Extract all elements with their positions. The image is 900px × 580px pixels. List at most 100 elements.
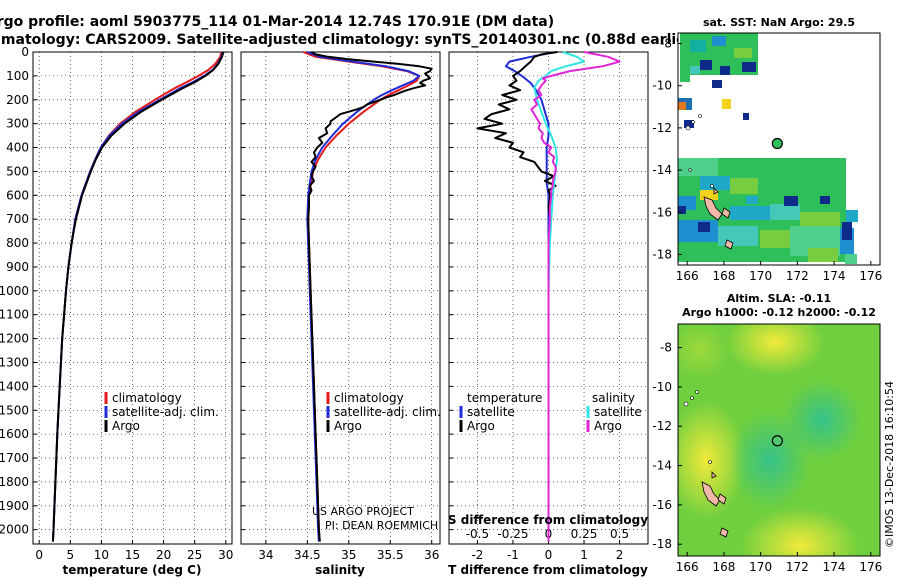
salinity-axes (240, 51, 441, 545)
sla-map (678, 324, 880, 556)
x-tick-label: 0 (545, 548, 553, 562)
depth-tick-label: 2000 (0, 523, 29, 537)
map-lat-tick-label: -16 (652, 498, 672, 512)
temperature-legend: climatology satellite-adj. clim. Argo (104, 391, 219, 433)
series-line-climatology (302, 51, 421, 542)
map-lat-tick-label: -18 (652, 247, 672, 261)
map-lon-tick-label: 170 (749, 269, 772, 283)
depth-tick-label: 1400 (0, 379, 29, 393)
map-lon-tick-label: 174 (823, 269, 846, 283)
sla-map-title-line1: Altim. SLA: -0.11 (727, 292, 831, 305)
depth-tick-label: 500 (6, 164, 29, 178)
salinity-legend: climatology satellite-adj. clim. Argo US… (312, 391, 441, 532)
sla-high-north (725, 324, 825, 376)
x-tick-label: 30 (218, 548, 233, 562)
series-line-argo (307, 51, 433, 542)
sla-argo-position-marker (771, 435, 783, 447)
map-lat-tick-label: -8 (660, 341, 672, 355)
sst-map-title: sat. SST: NaN Argo: 29.5 (703, 16, 855, 29)
series-line-climatology (51, 51, 223, 542)
secondary-x-tick-label: -0.25 (497, 527, 528, 541)
x-tick-label: 15 (125, 548, 140, 562)
x-tick-label: 2 (616, 548, 624, 562)
sla-low-east (782, 380, 862, 460)
sst-islands (685, 114, 734, 250)
legend-label-climatology: climatology (112, 391, 182, 405)
legend-label-argo: Argo (112, 419, 140, 433)
legend-label-s-satellite: satellite (594, 405, 642, 419)
x-tick-label: 35 (341, 548, 356, 562)
x-tick-label: 34 (258, 548, 273, 562)
depth-tick-label: 1000 (0, 284, 29, 298)
legend-label-satellite: satellite-adj. clim. (334, 405, 441, 419)
map-lon-tick-label: 168 (712, 269, 735, 283)
x-tick-label: -1 (507, 548, 519, 562)
x-tick-label: 1 (580, 548, 588, 562)
legend-label-t-argo: Argo (467, 419, 495, 433)
depth-tick-label: 1600 (0, 427, 29, 441)
x-tick-label: 10 (94, 548, 109, 562)
depth-tick-label: 1200 (0, 332, 29, 346)
sla-map-title-line2: Argo h1000: -0.12 h2000: -0.12 (682, 306, 876, 319)
series-line-argo (51, 51, 225, 542)
sst-field-south (678, 158, 858, 264)
map-lat-tick-label: -10 (652, 79, 672, 93)
sla-map-frame (677, 323, 881, 557)
sst-argo-position-marker (771, 137, 783, 150)
depth-tick-label: 1100 (0, 308, 29, 322)
secondary-x-tick-label: 0.25 (571, 527, 598, 541)
sla-high-south (740, 507, 860, 556)
map-lon-tick-label: 166 (676, 560, 699, 574)
x-tick-label: 5 (66, 548, 74, 562)
difference-xlabel: T difference from climatology (448, 563, 648, 577)
map-lat-tick-label: -16 (652, 205, 672, 219)
depth-tick-label: 800 (6, 236, 29, 250)
legend-label-argo: Argo (334, 419, 362, 433)
series-line-t-argo (476, 51, 558, 542)
map-lon-tick-label: 170 (749, 560, 772, 574)
map-lat-tick-label: -12 (652, 419, 672, 433)
map-lon-tick-label: 176 (859, 269, 882, 283)
x-tick-labels: 0 5 10 15 20 25 30 34 34.5 35 35.5 36 -2 -1 0 1 2 -0.5 -0.… (35, 527, 629, 562)
depth-tick-label: 300 (6, 117, 29, 131)
series-line-satellite-adj-clim- (51, 51, 224, 542)
difference-legend: temperature salinity satellite Argo sate… (459, 391, 642, 433)
depth-tick-label: 100 (6, 69, 29, 83)
project-annotation-line1: US ARGO PROJECT (312, 505, 414, 518)
map-lon-tick-label: 176 (859, 560, 882, 574)
map-lon-tick-label: 172 (786, 560, 809, 574)
grid-layer (33, 51, 648, 544)
series-line-s-argo (530, 51, 621, 542)
difference-secondary-xlabel: S difference from climatology (448, 513, 648, 527)
legend-label-s-argo: Argo (594, 419, 622, 433)
imos-watermark: ©IMOS 13-Dec-2018 16:10:54 (883, 381, 896, 548)
depth-tick-labels: 0 100 200 300 400 500 600 700 800 900 1000 1100 1200… (0, 45, 29, 537)
depth-tick-label: 200 (6, 93, 29, 107)
legend-label-climatology: climatology (334, 391, 404, 405)
map-lat-tick-label: -10 (652, 380, 672, 394)
x-tick-label: 20 (156, 548, 171, 562)
depth-tick-label: 700 (6, 212, 29, 226)
sla-map-tick-labels: 166 168 170 172 174 176 -8 -10 -12 -14 -16 -18 (652, 341, 882, 574)
temperature-axes (32, 51, 233, 545)
depth-tick-label: 1300 (0, 355, 29, 369)
x-tick-label: 0 (35, 548, 43, 562)
profile-lines (51, 51, 621, 542)
map-lat-tick-label: -18 (652, 537, 672, 551)
secondary-x-tick-label: -0.5 (466, 527, 489, 541)
project-annotation-line2: PI: DEAN ROEMMICH (325, 519, 438, 532)
x-tick-label: 25 (187, 548, 202, 562)
map-lat-tick-label: -14 (652, 163, 672, 177)
x-tick-label: 35.5 (377, 548, 404, 562)
map-lon-tick-label: 174 (823, 560, 846, 574)
x-tick-label: -2 (471, 548, 483, 562)
figure-title-line2: Climatology: CARS2009. Satellite-adjuste… (0, 32, 699, 48)
map-lon-tick-label: 166 (676, 269, 699, 283)
depth-tick-label: 1800 (0, 475, 29, 489)
legend-header-temperature: temperature (467, 391, 542, 405)
map-lon-tick-label: 168 (712, 560, 735, 574)
depth-tick-label: 600 (6, 188, 29, 202)
legend-label-t-satellite: satellite (467, 405, 515, 419)
